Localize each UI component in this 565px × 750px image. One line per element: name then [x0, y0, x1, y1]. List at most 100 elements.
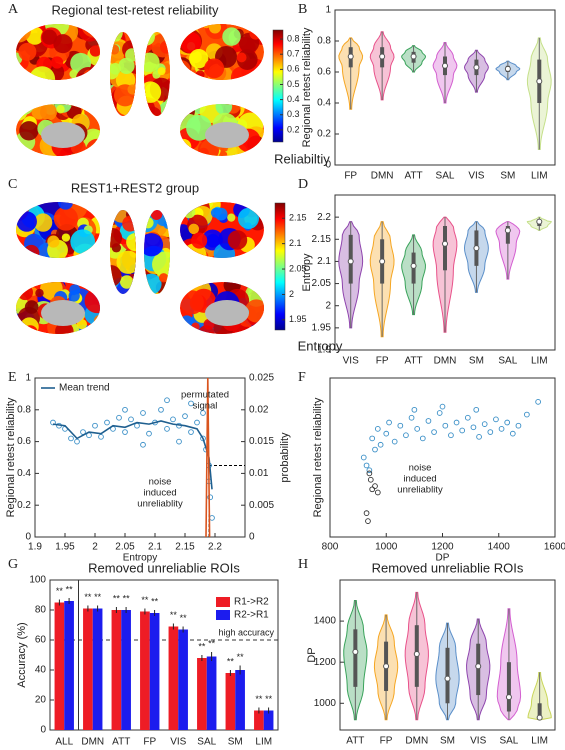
- data-point: [74, 438, 80, 445]
- brain-patch: [150, 210, 163, 220]
- data-point: [383, 430, 390, 437]
- brain-patch: [17, 284, 33, 301]
- bar: [140, 611, 150, 730]
- median: [444, 675, 451, 682]
- x-tick-label: ATT: [346, 736, 364, 747]
- y-tick-label: 0: [25, 532, 31, 543]
- data-point: [504, 419, 511, 426]
- colorbar: [272, 29, 284, 143]
- brain-patch: [180, 60, 191, 79]
- x-tick-label: 2.05: [115, 542, 135, 553]
- data-point: [374, 489, 381, 496]
- significance-label: **: [198, 641, 206, 651]
- x-tick-label: LIM: [531, 171, 548, 182]
- data-point: [535, 399, 541, 405]
- panel-label: B: [298, 2, 307, 17]
- x-tick-label: ATT: [404, 356, 422, 367]
- brain-patch: [47, 235, 60, 248]
- x-tick-label: SAL: [499, 736, 518, 747]
- y-tick-label: 0.2: [17, 500, 31, 511]
- brain-patch: [122, 215, 136, 232]
- data-point: [116, 414, 122, 421]
- brain-patch: [254, 104, 264, 116]
- colorbar-tick-label: 2: [289, 289, 294, 299]
- brain-patch: [69, 69, 79, 79]
- x-tick-label: DMN: [371, 171, 394, 182]
- brain-patch: [18, 42, 37, 61]
- brain-patch: [152, 251, 170, 278]
- y-axis-label: Regional retest reliability: [5, 397, 17, 517]
- chart-title: Removed unreliablie ROIs: [88, 560, 240, 575]
- brain-patch: [214, 207, 228, 221]
- panel-label: E: [8, 370, 17, 385]
- x-tick-label: 1400: [488, 542, 511, 553]
- data-point: [363, 510, 370, 517]
- y-axis-label: Regional retest reliability: [301, 27, 313, 147]
- significance-label: **: [227, 656, 235, 666]
- brain-patch: [83, 69, 96, 80]
- median: [505, 694, 512, 701]
- data-point: [487, 429, 494, 435]
- data-line: [205, 377, 211, 538]
- data-point: [200, 410, 206, 416]
- data-point: [509, 430, 516, 437]
- x-tick-label: SM: [469, 356, 484, 367]
- brain-patch: [16, 24, 32, 43]
- significance-label: **: [255, 694, 263, 704]
- data-point: [442, 422, 449, 429]
- annotation: signal: [193, 401, 218, 412]
- data-point: [164, 397, 170, 404]
- bar: [235, 670, 245, 730]
- y-axis-label: Accuracy (%): [16, 622, 28, 687]
- median: [352, 648, 359, 655]
- brain-surface: [180, 202, 264, 258]
- x-tick-label: LIM: [531, 736, 548, 747]
- bar: [168, 626, 179, 730]
- x-tick-label: FP: [143, 737, 156, 748]
- brain-patch: [89, 45, 100, 57]
- data-point: [403, 432, 409, 439]
- data-point: [209, 515, 215, 521]
- brain-patch: [110, 264, 122, 287]
- brain-patch: [16, 211, 37, 232]
- brain-patch: [215, 104, 233, 115]
- significance-label: **: [237, 652, 245, 662]
- brain-patch: [24, 300, 39, 314]
- brain-patch: [68, 290, 80, 302]
- y2-tick-label: 0.005: [249, 500, 274, 511]
- x-tick-label: VIS: [468, 171, 484, 182]
- data-point: [158, 406, 164, 413]
- data-point: [414, 426, 421, 432]
- colorbar-label: Entropy: [298, 338, 343, 353]
- brain-patch: [56, 105, 65, 114]
- brain-surface: [16, 202, 100, 258]
- data-point: [366, 467, 373, 474]
- brain-patch: [16, 324, 24, 334]
- y-tick-label: 0: [40, 725, 46, 736]
- panel-label: G: [8, 557, 18, 572]
- x-tick-label: 1000: [375, 542, 398, 553]
- plot-frame: [334, 194, 556, 351]
- median: [475, 663, 482, 670]
- x-axis-label: DP: [436, 553, 450, 564]
- brain-patch: [41, 29, 58, 45]
- data-point: [453, 419, 460, 426]
- brain-patch: [144, 273, 162, 294]
- bar: [178, 629, 188, 730]
- brain-patch: [28, 104, 38, 109]
- panel-label: H: [298, 557, 308, 572]
- data-point: [481, 421, 488, 427]
- y2-tick-label: 0.01: [249, 468, 269, 479]
- data-point: [436, 410, 443, 416]
- data-point: [419, 435, 426, 442]
- brain-patch: [191, 232, 208, 249]
- colorbar-tick-label: 2.1: [289, 238, 302, 248]
- data-point: [164, 426, 170, 432]
- x-tick-label: 1.95: [55, 542, 75, 553]
- y-tick-label: 0.4: [317, 98, 331, 109]
- y-tick-label: 2.05: [312, 278, 332, 289]
- y-tick-label: 0.8: [17, 404, 31, 415]
- plot-frame: [49, 579, 279, 731]
- annotation: noise: [409, 463, 432, 474]
